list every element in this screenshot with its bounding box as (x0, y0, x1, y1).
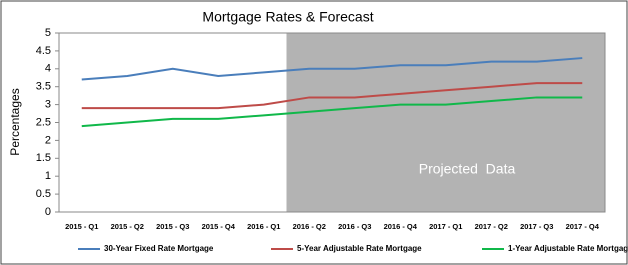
chart-title: Mortgage Rates & Forecast (202, 9, 373, 25)
y-tick-label: 0 (45, 206, 51, 218)
projected-label: Projected Data (419, 161, 516, 177)
x-tick-label: 2017 - Q3 (520, 222, 553, 231)
x-tick-label: 2016 - Q3 (338, 222, 371, 231)
series-line (81, 82, 583, 110)
y-axis-title: Percentages (8, 88, 22, 155)
y-tick-label: 4 (45, 63, 51, 75)
x-tick-label: 2015 - Q1 (65, 222, 98, 231)
series-line (81, 57, 583, 81)
x-tick-label: 2015 - Q3 (156, 222, 189, 231)
y-tick-label: 3.5 (36, 81, 51, 93)
x-tick-label: 2015 - Q2 (111, 222, 144, 231)
projected-region (286, 33, 605, 212)
y-tick-label: 3 (45, 99, 51, 111)
x-tick-label: 2016 - Q4 (384, 222, 418, 231)
y-tick-label: 0.5 (36, 188, 51, 200)
y-tick-label: 1.5 (36, 152, 51, 164)
legend-label: 30-Year Fixed Rate Mortgage (104, 244, 214, 253)
x-tick-label: 2017 - Q4 (566, 222, 600, 231)
legend-label: 1-Year Adjustable Rate Mortgage (508, 244, 628, 253)
x-tick-label: 2017 - Q1 (429, 222, 462, 231)
y-tick-label: 4.5 (36, 45, 51, 57)
y-tick-label: 2 (45, 134, 51, 146)
y-tick-label: 2.5 (36, 116, 51, 128)
x-tick-label: 2015 - Q4 (202, 222, 236, 231)
plot-border (58, 32, 606, 213)
x-tick-label: 2017 - Q2 (475, 222, 508, 231)
series-line (81, 96, 583, 128)
legend-label: 5-Year Adjustable Rate Mortgage (297, 244, 422, 253)
x-tick-label: 2016 - Q1 (247, 222, 280, 231)
y-tick-label: 1 (45, 170, 51, 182)
x-tick-label: 2016 - Q2 (293, 222, 326, 231)
y-tick-label: 5 (45, 27, 51, 39)
